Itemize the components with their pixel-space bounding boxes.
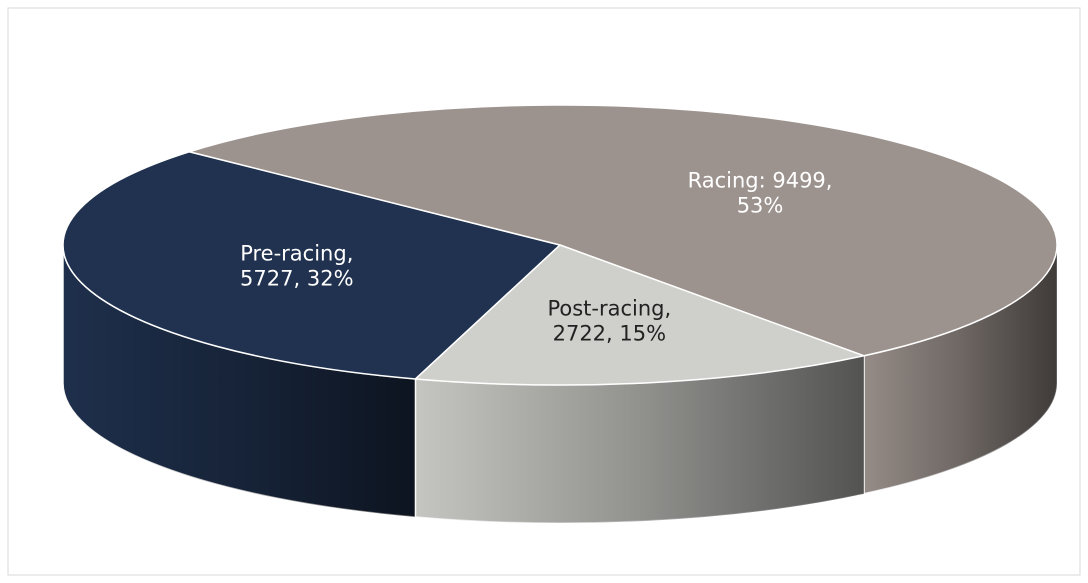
data-label-line: 53% bbox=[737, 193, 784, 217]
pie-side-shade bbox=[415, 355, 864, 523]
data-label: Pre-racing, 5727, 32% bbox=[240, 242, 353, 291]
pie-side-shade bbox=[63, 245, 416, 517]
pie-slice bbox=[62, 150, 562, 380]
pie-slice bbox=[186, 104, 1058, 357]
data-label: Post-racing, 2722, 15% bbox=[547, 296, 671, 345]
data-label-line: Pre-racing, bbox=[240, 242, 353, 266]
pie-side-shade bbox=[863, 245, 1057, 494]
data-label-line: 2722, 15% bbox=[553, 322, 666, 346]
data-label-line: Post-racing, bbox=[547, 296, 671, 320]
data-label-line: 5727, 32% bbox=[240, 267, 353, 291]
pie-slice bbox=[413, 244, 867, 386]
data-label-line: Racing: 9499, bbox=[688, 168, 833, 192]
data-label: Racing: 9499, 53% bbox=[688, 168, 833, 217]
